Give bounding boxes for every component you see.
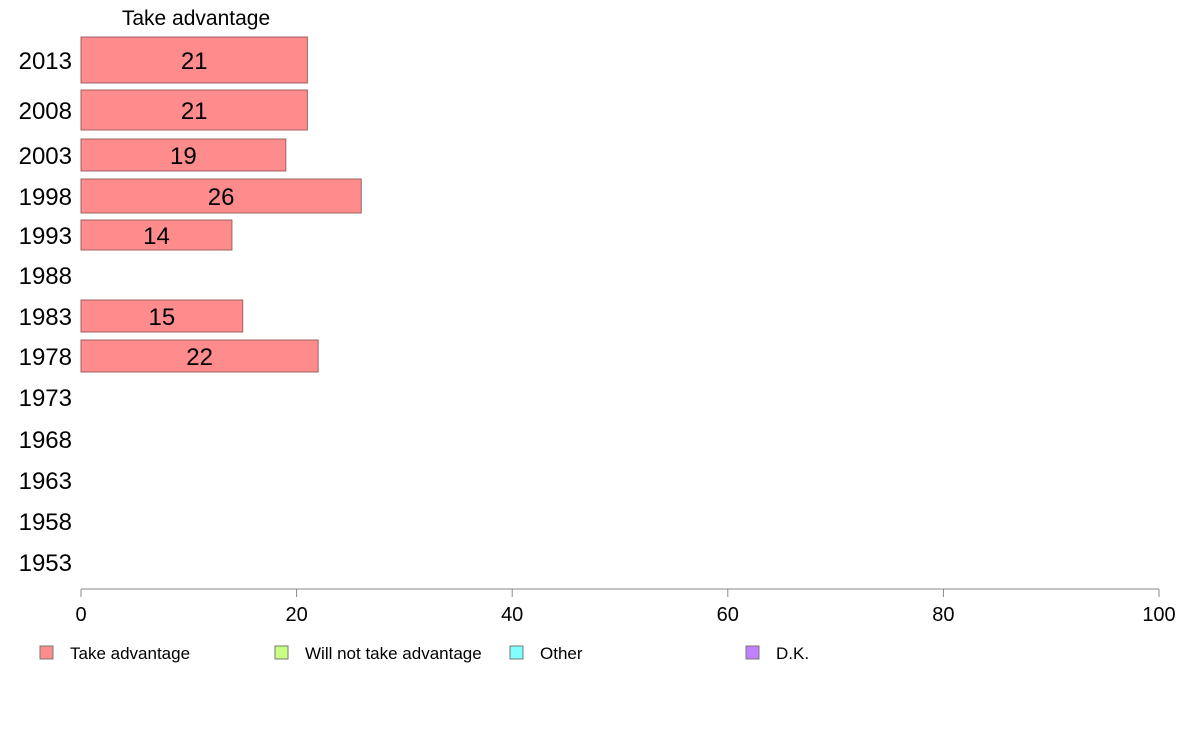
category-label-1998: 1998 — [19, 184, 72, 211]
bar-2003 — [80, 138, 287, 172]
legend-label-1: Will not take advantage — [305, 644, 482, 663]
x-tick-label-60: 60 — [717, 604, 739, 626]
bar-1998 — [80, 178, 362, 214]
legend-label-0: Take advantage — [70, 644, 190, 663]
category-label-2008: 2008 — [19, 98, 72, 125]
legend-swatch-3 — [745, 645, 760, 660]
year-labels-group: 2013 2008 2003 1998 1993 1988 1983 1978 1973 1968… — [19, 48, 72, 577]
x-axis: 0 20 40 60 80 100 — [75, 588, 1176, 626]
category-label-2013: 2013 — [19, 48, 72, 75]
legend-label-2: Other — [540, 644, 583, 663]
x-tick-label-100: 100 — [1142, 604, 1175, 626]
category-label-1988: 1988 — [19, 263, 72, 290]
category-label-2003: 2003 — [19, 143, 72, 170]
bar-value-label-2013: 21 — [181, 48, 208, 75]
legend-label-3: D.K. — [776, 644, 809, 663]
bar-value-label-2003: 19 — [170, 143, 197, 170]
bar-1983 — [80, 299, 244, 333]
legend: Take advantage Will not take advantage Oth… — [39, 644, 809, 663]
category-label-1968: 1968 — [19, 427, 72, 454]
bar-value-label-1993: 14 — [143, 223, 170, 250]
category-label-1978: 1978 — [19, 344, 72, 371]
chart-title: Take advantage — [122, 7, 270, 30]
category-label-1953: 1953 — [19, 550, 72, 577]
category-label-1958: 1958 — [19, 509, 72, 536]
category-label-1983: 1983 — [19, 304, 72, 331]
x-tick-label-20: 20 — [285, 604, 307, 626]
bar-value-label-1998: 26 — [208, 184, 235, 211]
bar-value-label-2008: 21 — [181, 98, 208, 125]
bar-1993 — [80, 219, 233, 251]
bar-1978 — [80, 339, 319, 373]
category-label-1973: 1973 — [19, 385, 72, 412]
bar-2008 — [80, 89, 308, 131]
x-tick-label-80: 80 — [932, 604, 954, 626]
category-label-1993: 1993 — [19, 223, 72, 250]
bar-2013 — [80, 36, 308, 84]
bar-value-label-1978: 22 — [186, 344, 213, 371]
category-label-1963: 1963 — [19, 468, 72, 495]
legend-swatch-1 — [274, 645, 289, 660]
legend-swatch-0 — [39, 645, 54, 660]
legend-swatch-2 — [509, 645, 524, 660]
bars-group: 21 21 19 26 14 15 22 — [80, 36, 362, 373]
x-tick-label-40: 40 — [501, 604, 523, 626]
bar-value-label-1983: 15 — [148, 304, 175, 331]
x-tick-label-0: 0 — [75, 604, 86, 626]
